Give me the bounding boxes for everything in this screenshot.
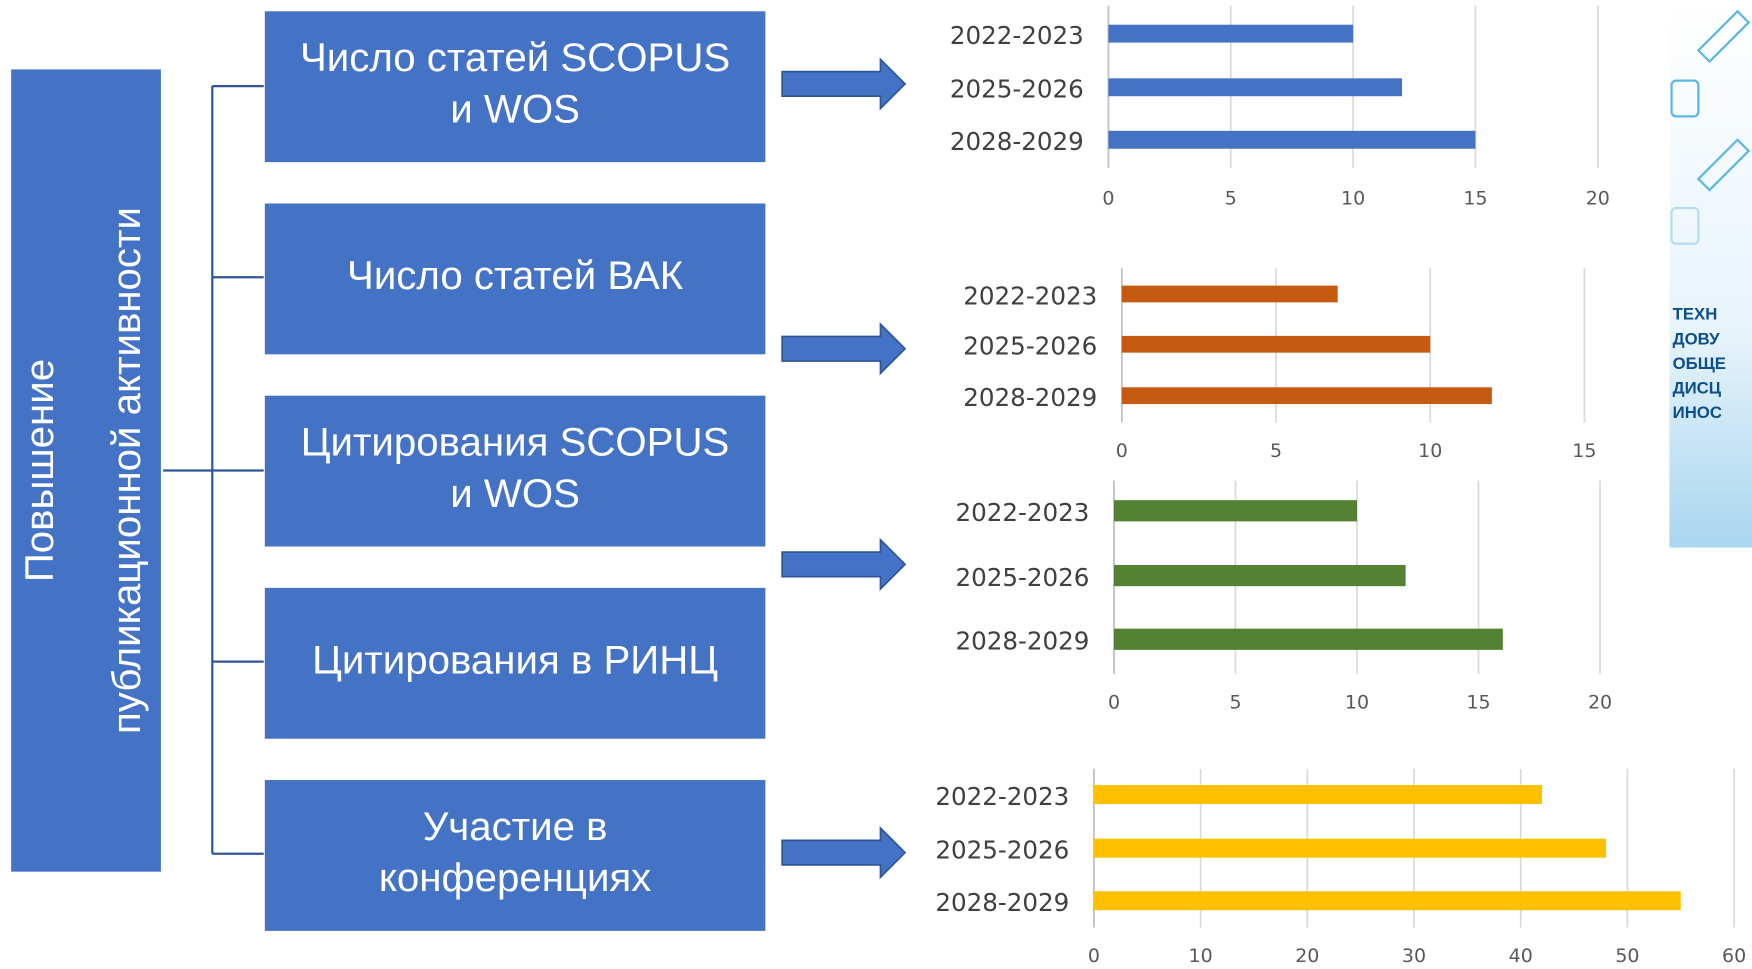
topic-label: Цитирования в РИНЦ (312, 637, 718, 682)
category-label: 2022-2023 (935, 782, 1069, 811)
bar-chart: 0 5 10 15 20 2022-2023 2025-2026 2028-2029 (950, 6, 1610, 210)
x-tick-label: 10 (1341, 188, 1365, 210)
x-tick-label: 50 (1615, 945, 1639, 967)
bar (1122, 387, 1492, 404)
category-label: 2028-2029 (963, 383, 1097, 412)
arrow (782, 540, 905, 589)
side-text: ДИСЦ (1673, 378, 1722, 397)
bar (1114, 629, 1503, 650)
bar-chart: 0 5 10 15 20 2022-2023 2025-2026 2028-2029 (955, 481, 1612, 714)
side-panel-bg (1669, 0, 1752, 548)
root-label: Повышение (17, 359, 62, 582)
category-label: 2022-2023 (955, 498, 1089, 527)
x-tick-label: 40 (1509, 945, 1533, 967)
x-tick-label: 30 (1402, 945, 1426, 967)
category-label: 2022-2023 (950, 21, 1084, 50)
bar (1122, 336, 1430, 353)
tree-connector (163, 86, 264, 854)
x-tick-label: 0 (1088, 945, 1100, 967)
category-label: 2025-2026 (963, 332, 1097, 361)
x-tick-label: 10 (1418, 440, 1442, 462)
side-text: ОБЩЕ (1673, 354, 1726, 373)
x-tick-label: 10 (1345, 691, 1369, 713)
topic-label: Цитирования SCOPUS (301, 419, 730, 464)
category-label: 2028-2029 (950, 127, 1084, 156)
topic-label: и WOS (450, 471, 580, 516)
root-label: публикационной активности (104, 207, 149, 734)
bar (1114, 565, 1406, 586)
x-tick-label: 60 (1722, 945, 1746, 967)
bar (1122, 286, 1338, 303)
x-tick-label: 5 (1270, 440, 1282, 462)
category-label: 2025-2026 (955, 563, 1089, 592)
x-tick-label: 5 (1229, 691, 1241, 713)
category-label: 2025-2026 (935, 836, 1069, 865)
x-tick-label: 20 (1295, 945, 1319, 967)
x-tick-label: 20 (1586, 188, 1610, 210)
x-tick-label: 20 (1588, 691, 1612, 713)
bar (1108, 25, 1353, 43)
arrow (782, 324, 905, 373)
topic-label: и WOS (450, 86, 580, 131)
x-tick-label: 0 (1108, 691, 1120, 713)
bar (1108, 78, 1402, 96)
side-panel: ТЕХН ДОВУ ОБЩЕ ДИСЦ ИНОС (1669, 0, 1752, 548)
bar-chart: 0 5 10 15 2022-2023 2025-2026 2028-2029 (963, 268, 1596, 462)
category-label: 2022-2023 (963, 281, 1097, 310)
x-tick-label: 15 (1466, 691, 1490, 713)
side-text: ИНОС (1673, 403, 1722, 422)
bar (1108, 131, 1475, 149)
topic-label: конференциях (379, 855, 651, 900)
slide: ТЕХН ДОВУ ОБЩЕ ДИСЦ ИНОС Повышение публикацио… (0, 0, 1752, 969)
bar-chart: 0 10 20 30 40 50 60 2022-2023 2025-2026 2028-2029 (935, 769, 1746, 967)
arrow (782, 59, 905, 108)
page: ТЕХН ДОВУ ОБЩЕ ДИСЦ ИНОС Повышение публикацио… (0, 0, 1752, 969)
bar (1094, 839, 1606, 858)
x-tick-label: 15 (1572, 440, 1596, 462)
bar (1094, 891, 1681, 910)
topic-label: Число статей SCOPUS (300, 35, 730, 80)
arrow (782, 828, 905, 877)
side-text: ДОВУ (1673, 329, 1720, 348)
x-tick-label: 15 (1463, 188, 1487, 210)
category-label: 2028-2029 (935, 888, 1069, 917)
x-tick-label: 0 (1102, 188, 1114, 210)
bar (1094, 785, 1542, 804)
x-tick-label: 10 (1189, 945, 1213, 967)
topic-label: Участие в (423, 804, 608, 849)
category-label: 2025-2026 (950, 75, 1084, 104)
side-text: ТЕХН (1673, 305, 1718, 324)
x-tick-label: 5 (1225, 188, 1237, 210)
topic-label: Число статей ВАК (347, 253, 684, 298)
category-label: 2028-2029 (955, 627, 1089, 656)
bar (1114, 500, 1357, 521)
x-tick-label: 0 (1116, 440, 1128, 462)
